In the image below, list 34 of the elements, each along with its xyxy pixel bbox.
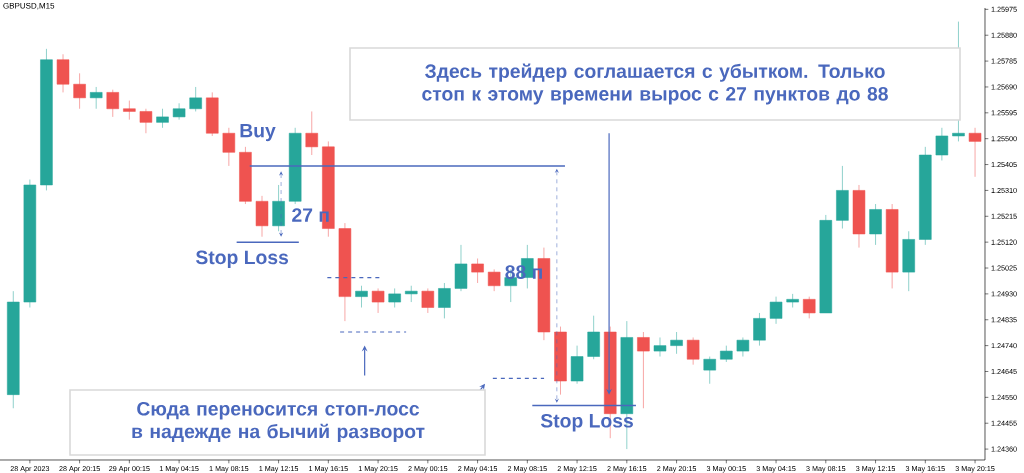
chart-title: GBPUSD,M15 — [3, 2, 55, 10]
candlestick — [736, 336, 750, 357]
candlestick — [802, 296, 816, 319]
candlestick — [670, 331, 683, 355]
annotation: Stop Loss — [195, 250, 289, 269]
candlestick — [753, 312, 766, 347]
candlestick — [471, 258, 484, 284]
candlestick — [686, 336, 700, 366]
candlestick — [653, 336, 667, 357]
annotation: Buy — [240, 123, 276, 142]
candlestick — [968, 127, 982, 178]
candlestick — [106, 89, 120, 118]
annotation: Stop Loss — [540, 413, 633, 432]
annotation: Здесь трейдер соглашается с убытком. Только стоп к этому времени вырос с 27 пунктов до 88 — [422, 63, 888, 105]
candlestick — [703, 356, 716, 385]
candlestick — [371, 287, 385, 314]
candlestick — [355, 285, 368, 308]
candlestick — [935, 127, 949, 161]
candlestick — [123, 100, 136, 121]
candlestick — [421, 287, 435, 314]
candlestick — [487, 268, 501, 292]
candlestick — [172, 102, 186, 121]
annotation: Сюда переносится стоп-лосс в надежде на бычий разворот — [132, 401, 425, 443]
candlestick — [189, 86, 202, 112]
candlestick — [156, 108, 169, 129]
candlestick — [139, 108, 153, 134]
candlestick — [438, 282, 451, 319]
candlestick — [388, 287, 401, 308]
candlestick — [89, 86, 103, 110]
candlestick — [637, 331, 650, 409]
candlestick — [769, 296, 783, 325]
candlestick — [222, 127, 236, 167]
candlestick — [305, 110, 318, 156]
candlestick — [73, 72, 86, 110]
